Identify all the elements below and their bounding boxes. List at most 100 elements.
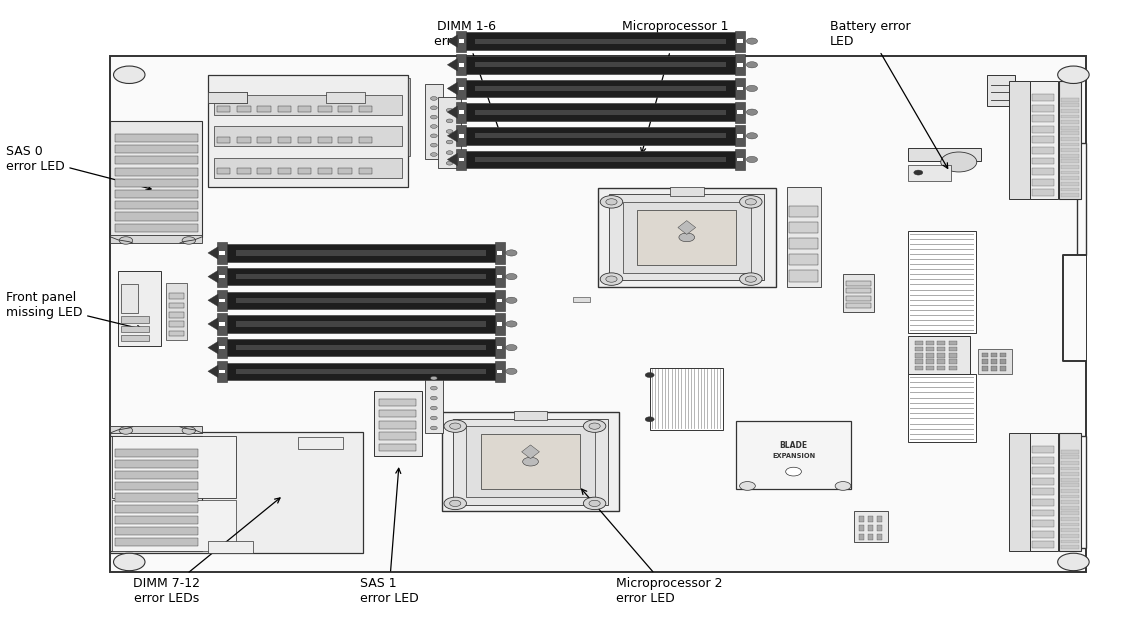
Circle shape xyxy=(444,497,466,510)
Bar xyxy=(1061,143,1079,146)
Polygon shape xyxy=(447,153,457,166)
Bar xyxy=(1061,154,1079,158)
Polygon shape xyxy=(208,365,218,378)
Bar xyxy=(110,426,202,433)
Bar xyxy=(1061,126,1079,130)
Circle shape xyxy=(746,109,758,115)
Bar xyxy=(1032,94,1054,101)
Bar xyxy=(737,39,743,43)
Bar xyxy=(217,361,227,382)
Bar xyxy=(1032,531,1054,538)
Bar xyxy=(1061,489,1079,493)
Text: DIMM 1-6
error LEDs: DIMM 1-6 error LEDs xyxy=(434,21,501,136)
Bar xyxy=(1032,499,1054,506)
Bar xyxy=(1000,359,1006,364)
Bar xyxy=(670,187,704,196)
Bar xyxy=(982,366,988,371)
Circle shape xyxy=(430,115,437,119)
Bar xyxy=(121,284,138,313)
Text: Front panel
missing LED: Front panel missing LED xyxy=(6,292,142,330)
Bar xyxy=(338,106,352,112)
Bar xyxy=(359,168,372,174)
Circle shape xyxy=(745,276,756,282)
Bar xyxy=(1061,98,1079,102)
Bar xyxy=(637,210,736,265)
Bar xyxy=(338,168,352,174)
Bar xyxy=(1061,131,1079,135)
Bar xyxy=(926,353,934,358)
Bar xyxy=(236,274,486,279)
Bar xyxy=(926,359,934,364)
Bar xyxy=(459,110,464,114)
Bar xyxy=(1077,436,1086,548)
Bar xyxy=(219,298,225,302)
Bar xyxy=(110,235,202,243)
Bar xyxy=(1032,179,1054,186)
Bar xyxy=(497,251,502,255)
Circle shape xyxy=(523,457,538,466)
Bar xyxy=(456,125,466,146)
Circle shape xyxy=(430,416,437,420)
Circle shape xyxy=(941,152,977,172)
Bar xyxy=(737,158,743,161)
Bar xyxy=(110,56,1086,572)
Bar xyxy=(169,293,184,299)
Bar xyxy=(453,419,608,505)
Circle shape xyxy=(430,125,437,128)
Circle shape xyxy=(740,482,755,490)
Bar xyxy=(359,106,372,112)
Bar xyxy=(1061,137,1079,141)
Bar xyxy=(214,158,402,178)
Bar xyxy=(937,347,945,351)
Bar xyxy=(459,134,464,138)
Bar xyxy=(475,133,726,138)
Bar xyxy=(425,366,443,433)
Bar xyxy=(949,359,957,364)
Bar xyxy=(236,345,486,350)
Bar xyxy=(169,321,184,327)
Bar xyxy=(1032,147,1054,154)
Bar xyxy=(1032,168,1054,175)
Bar xyxy=(1009,81,1030,199)
Circle shape xyxy=(645,417,654,422)
Circle shape xyxy=(506,250,517,256)
Bar xyxy=(326,92,365,103)
Bar xyxy=(278,106,291,112)
Bar xyxy=(1032,126,1054,133)
Bar xyxy=(225,315,497,333)
Bar xyxy=(379,399,416,406)
Bar xyxy=(121,335,149,341)
Circle shape xyxy=(740,273,762,285)
Circle shape xyxy=(446,161,453,165)
Bar xyxy=(1061,517,1079,521)
Bar xyxy=(1032,488,1054,495)
Bar xyxy=(1030,433,1058,551)
Bar xyxy=(257,168,271,174)
Bar xyxy=(115,505,198,513)
Bar xyxy=(442,412,619,511)
Bar xyxy=(217,106,230,112)
Bar xyxy=(1032,541,1054,548)
Circle shape xyxy=(450,423,461,429)
Bar xyxy=(495,266,505,287)
Bar xyxy=(789,206,818,217)
Bar xyxy=(464,80,737,97)
Bar xyxy=(737,87,743,90)
Bar xyxy=(379,444,416,451)
Bar xyxy=(217,313,227,335)
Bar xyxy=(514,411,547,420)
Bar xyxy=(598,188,776,287)
Bar xyxy=(121,326,149,332)
Polygon shape xyxy=(678,221,696,234)
Bar xyxy=(737,134,743,138)
Circle shape xyxy=(746,85,758,92)
Bar xyxy=(497,322,502,326)
Polygon shape xyxy=(208,294,218,307)
Bar xyxy=(991,359,997,364)
Bar xyxy=(623,202,751,273)
Circle shape xyxy=(506,345,517,351)
Text: Microprocessor 2
error LED: Microprocessor 2 error LED xyxy=(581,489,723,604)
Bar xyxy=(214,126,402,146)
Bar xyxy=(169,303,184,308)
Bar xyxy=(650,368,723,430)
